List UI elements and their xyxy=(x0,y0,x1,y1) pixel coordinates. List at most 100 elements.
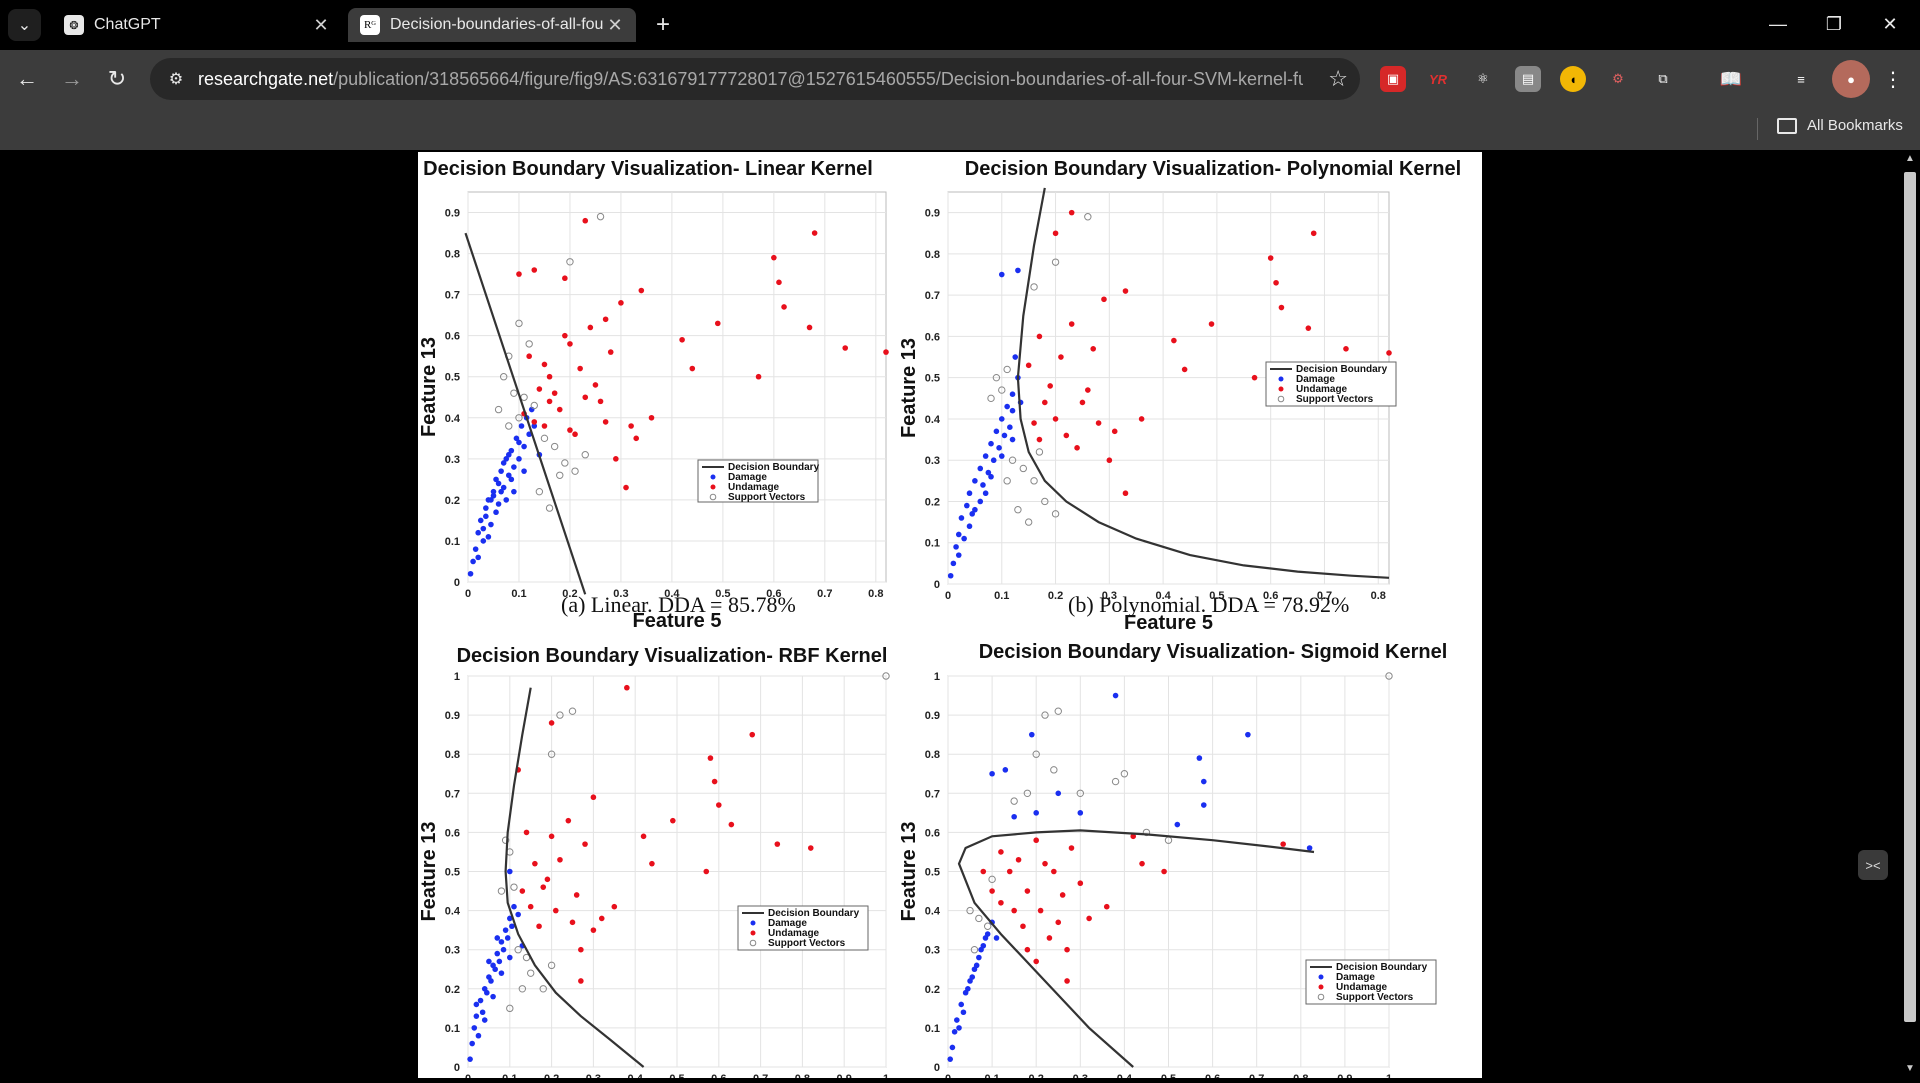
tab-search-button[interactable]: ⌄ xyxy=(8,9,41,41)
damage-point xyxy=(480,525,487,532)
forward-button[interactable]: → xyxy=(61,66,83,91)
undamage-point xyxy=(602,316,609,323)
damage-point xyxy=(961,535,967,542)
y-tick-label: 0.3 xyxy=(445,945,460,957)
bookmark-star-icon[interactable]: ☆ xyxy=(1328,66,1348,91)
damage-point xyxy=(507,868,513,875)
support-vector-point xyxy=(547,961,556,970)
support-vector-point xyxy=(1084,213,1092,221)
damage-point xyxy=(1002,767,1009,773)
support-vector-point xyxy=(882,672,890,680)
damage-point xyxy=(475,529,481,536)
support-vector-point xyxy=(561,459,569,467)
undamage-point xyxy=(531,267,538,273)
legend-undamage-swatch xyxy=(750,930,756,936)
undamage-point xyxy=(551,390,558,396)
close-icon[interactable]: ✕ xyxy=(313,14,329,35)
damage-point xyxy=(500,946,507,953)
damage-point xyxy=(1306,845,1313,851)
undamage-point xyxy=(670,817,676,824)
legend-label: Damage xyxy=(1336,972,1375,983)
site-settings-icon[interactable]: ⚙ xyxy=(168,71,184,88)
undamage-point xyxy=(548,833,555,840)
scroll-up-icon[interactable]: ▲ xyxy=(1905,153,1915,164)
damage-point xyxy=(1196,755,1203,761)
undamage-point xyxy=(749,731,756,738)
undamage-point xyxy=(716,802,722,808)
damage-point xyxy=(521,468,527,474)
extension-yr-icon[interactable]: YR xyxy=(1428,71,1448,87)
undamage-point xyxy=(707,755,714,761)
x-tick-label: 0.7 xyxy=(1317,590,1332,602)
reload-button[interactable]: ↻ xyxy=(107,66,127,91)
support-vector-point xyxy=(998,386,1006,394)
figure-image: 0 0.1 0.2 0.3 0.4 0.5 0.6 0.7 0.8 0 0.1 0.2 0.3 0.4 0.… xyxy=(418,152,1482,1083)
new-tab-button[interactable]: + xyxy=(655,11,670,38)
undamage-point xyxy=(519,888,526,894)
y-tick-label: 0.3 xyxy=(445,454,460,466)
scrollbar-thumb[interactable] xyxy=(1904,172,1916,1022)
damage-point xyxy=(505,472,512,479)
minimize-button[interactable]: — xyxy=(1769,13,1787,34)
undamage-point xyxy=(531,419,538,425)
tab-title: Decision-boundaries-of-all-four xyxy=(390,16,604,33)
side-panel-button[interactable]: >< xyxy=(1858,850,1888,880)
close-window-button[interactable]: ✕ xyxy=(1882,13,1898,34)
support-vector-point xyxy=(497,887,506,895)
undamage-point xyxy=(1068,321,1075,327)
y-tick-label: 0.2 xyxy=(445,984,460,996)
extension-red-icon[interactable]: ▣ xyxy=(1380,66,1406,92)
undamage-point xyxy=(1273,279,1279,286)
tab-researchgate[interactable]: Rᴳ Decision-boundaries-of-all-four ✕ xyxy=(348,8,636,42)
y-axis-label: Feature 13 xyxy=(418,821,440,921)
x-tick-label: 0.2 xyxy=(562,588,577,600)
damage-point xyxy=(490,488,497,495)
undamage-point xyxy=(1024,888,1031,894)
decision-boundary-line xyxy=(464,232,587,595)
support-vector-point xyxy=(1120,770,1129,778)
y-tick-label: 0.5 xyxy=(445,372,460,384)
url-text[interactable]: researchgate.net/publication/318565664/f… xyxy=(198,68,1303,89)
undamage-point xyxy=(1095,420,1102,426)
undamage-point xyxy=(590,794,597,801)
menu-kebab-icon[interactable]: ⋮ xyxy=(1883,68,1903,91)
damage-point xyxy=(484,989,490,996)
legend-damage-swatch xyxy=(750,920,756,926)
avatar[interactable]: ● xyxy=(1832,60,1870,98)
undamage-point xyxy=(562,332,568,339)
scroll-down-icon[interactable]: ▼ xyxy=(1905,1063,1915,1074)
undamage-point xyxy=(1086,915,1092,922)
undamage-point xyxy=(597,398,604,405)
undamage-point xyxy=(1064,946,1070,953)
support-vector-point xyxy=(510,389,518,397)
extension-sound-icon[interactable]: ◖ xyxy=(1560,66,1586,92)
damage-point xyxy=(966,523,973,530)
extension-image-icon[interactable]: ▤ xyxy=(1515,66,1541,92)
figure-charts: 0 0.1 0.2 0.3 0.4 0.5 0.6 0.7 0.8 0 0.1 0.2 0.3 0.4 0.… xyxy=(418,158,1461,1083)
support-vector-point xyxy=(501,836,510,844)
y-axis-label: Feature 13 xyxy=(898,821,920,921)
address-bar[interactable]: ⚙ researchgate.net/publication/318565664… xyxy=(150,58,1360,100)
extension-atom-icon[interactable]: ⚛ xyxy=(1477,71,1489,86)
back-button[interactable]: ← xyxy=(16,66,38,91)
restore-button[interactable]: ❐ xyxy=(1825,13,1843,34)
x-tick-label: 0.1 xyxy=(502,1073,517,1078)
y-tick-label: 0.1 xyxy=(925,538,940,550)
reading-mode-icon[interactable]: 📖 xyxy=(1719,68,1743,89)
extension-gear-icon[interactable]: ⚙ xyxy=(1612,71,1624,86)
page-scrollbar[interactable]: ▲ ▼ xyxy=(1900,150,1920,1080)
tab-chatgpt[interactable]: ❂ ChatGPT ✕ xyxy=(52,8,342,42)
media-controls-icon[interactable]: ≡ xyxy=(1797,71,1805,87)
folder-icon xyxy=(1777,117,1797,134)
damage-point xyxy=(503,497,510,503)
x-tick-label: 0.4 xyxy=(664,588,680,600)
damage-point xyxy=(488,521,494,528)
undamage-point xyxy=(1122,490,1129,497)
damage-point xyxy=(978,946,984,953)
close-icon[interactable]: ✕ xyxy=(607,14,623,35)
extensions-puzzle-icon[interactable]: ⧉ xyxy=(1658,71,1668,86)
all-bookmarks-button[interactable]: All Bookmarks xyxy=(1777,117,1903,134)
y-tick-label: 0.9 xyxy=(445,208,460,220)
damage-point xyxy=(949,1044,956,1051)
undamage-point xyxy=(582,394,589,401)
